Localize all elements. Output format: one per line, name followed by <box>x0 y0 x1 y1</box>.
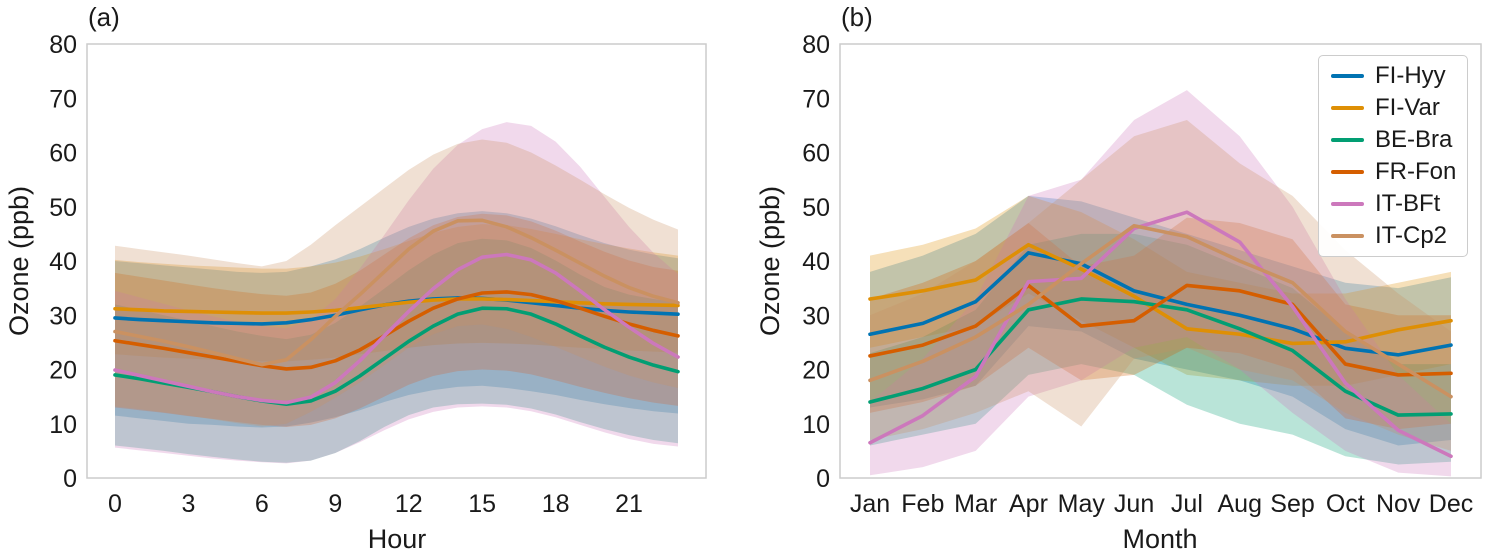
y-tick-label: 80 <box>49 31 77 59</box>
it-cp2-band <box>115 139 678 427</box>
y-tick-label: 60 <box>49 140 77 168</box>
it-bft-line <box>868 210 1453 459</box>
be-bra-line <box>868 297 1453 417</box>
x-tick-label: Oct <box>1326 490 1365 518</box>
x-tick-label: Nov <box>1376 490 1421 518</box>
y-tick-label: 0 <box>63 465 77 493</box>
legend-item-fr-fon: FR-Fon <box>1331 160 1467 184</box>
x-tick-label: Sep <box>1270 490 1314 518</box>
y-tick-label: 70 <box>49 85 77 113</box>
fi-var-line <box>868 242 1453 346</box>
legend-swatch-it-bft <box>1331 202 1364 206</box>
y-tick-label: 10 <box>49 411 77 439</box>
y-tick-label: 50 <box>802 194 830 222</box>
y-tick-label: 30 <box>49 302 77 330</box>
legend-label-it-cp2: IT-Cp2 <box>1375 222 1448 249</box>
x-tick-label: Mar <box>954 490 997 518</box>
y-tick-label: 80 <box>802 31 830 59</box>
legend-swatch-fi-var <box>1331 106 1364 110</box>
panel-a-ylabel: Ozone (ppb) <box>4 186 34 336</box>
fr-fon-line <box>868 283 1453 377</box>
x-tick-label: Dec <box>1429 490 1473 518</box>
panel-b-plot-area: 0 10 20 30 40 50 60 70 80 Jan Feb Mar Apr May Jun Jul Au… <box>802 31 1473 518</box>
legend-label-fr-fon: FR-Fon <box>1375 158 1457 185</box>
y-tick-label: 20 <box>802 357 830 385</box>
it-bft-line <box>113 252 680 405</box>
y-tick-label: 60 <box>802 140 830 168</box>
legend-swatch-fr-fon <box>1331 170 1364 174</box>
panel-a-chart: 0 10 20 30 40 50 60 70 80 0 3 6 9 12 15 18 21 (a) Ozone … <box>4 2 707 554</box>
fr-fon-band <box>115 213 678 428</box>
x-tick-label: May <box>1058 490 1106 518</box>
x-tick-label: Jun <box>1114 490 1154 518</box>
legend-label-it-bft: IT-BFt <box>1375 190 1441 217</box>
fi-var-band <box>870 195 1451 386</box>
panel-a-axes-box <box>86 43 707 479</box>
y-tick-label: 70 <box>802 85 830 113</box>
fr-fon-line <box>113 290 680 371</box>
legend-label-fi-var: FI-Var <box>1375 94 1440 121</box>
fr-fon-band <box>870 217 1451 430</box>
panel-a-xlabel: Hour <box>368 524 427 554</box>
legend: FI-Hyy FI-Var BE-Bra FR-Fon IT-BFt IT-Cp… <box>1318 55 1468 257</box>
x-tick-label: 21 <box>615 490 643 518</box>
panel-b-chart: 0 10 20 30 40 50 60 70 80 Jan Feb Mar Apr May Jun Jul Au… <box>755 2 1482 554</box>
legend-swatch-fi-hyy <box>1331 74 1364 78</box>
it-bft-band <box>115 122 678 464</box>
legend-item-fi-var: FI-Var <box>1331 96 1467 120</box>
panel-b-xlabel: Month <box>1122 524 1197 554</box>
panel-a-plot-area: 0 10 20 30 40 50 60 70 80 0 3 6 9 12 15 18 21 <box>49 31 680 518</box>
it-bft-band <box>870 90 1451 477</box>
y-tick-label: 40 <box>802 248 830 276</box>
legend-item-be-bra: BE-Bra <box>1331 128 1467 152</box>
x-tick-label: 3 <box>181 490 195 518</box>
panel-b-axes-box <box>839 43 1482 479</box>
x-tick-label: 18 <box>542 490 570 518</box>
y-tick-label: 30 <box>802 302 830 330</box>
x-tick-label: 9 <box>328 490 342 518</box>
y-tick-label: 10 <box>802 411 830 439</box>
y-tick-label: 0 <box>816 465 830 493</box>
legend-item-it-cp2: IT-Cp2 <box>1331 224 1467 248</box>
x-tick-label: Jul <box>1171 490 1203 518</box>
panel-a-letter: (a) <box>88 2 120 32</box>
panel-b-letter: (b) <box>841 2 873 32</box>
x-tick-label: 0 <box>108 490 122 518</box>
it-cp2-line <box>868 223 1453 399</box>
legend-label-be-bra: BE-Bra <box>1375 126 1453 153</box>
fi-hyy-band <box>870 195 1451 446</box>
x-tick-label: Apr <box>1009 490 1048 518</box>
x-tick-label: 6 <box>255 490 269 518</box>
fi-var-line <box>113 297 680 315</box>
y-tick-label: 40 <box>49 248 77 276</box>
x-tick-label: Jan <box>850 490 890 518</box>
legend-item-fi-hyy: FI-Hyy <box>1331 64 1467 88</box>
legend-swatch-be-bra <box>1331 138 1364 142</box>
it-cp2-line <box>113 218 680 367</box>
legend-label-fi-hyy: FI-Hyy <box>1375 62 1446 89</box>
y-tick-label: 50 <box>49 194 77 222</box>
panel-b-ylabel: Ozone (ppb) <box>755 186 785 336</box>
x-tick-label: 15 <box>468 490 496 518</box>
fi-hyy-line <box>868 251 1453 357</box>
y-tick-label: 20 <box>49 357 77 385</box>
legend-swatch-it-cp2 <box>1331 234 1364 238</box>
x-tick-label: 12 <box>395 490 423 518</box>
x-tick-label: Aug <box>1217 490 1261 518</box>
legend-item-it-bft: IT-BFt <box>1331 192 1467 216</box>
be-bra-band <box>870 233 1451 465</box>
fi-var-band <box>115 224 678 362</box>
it-cp2-band <box>870 119 1451 451</box>
x-tick-label: Feb <box>901 490 944 518</box>
